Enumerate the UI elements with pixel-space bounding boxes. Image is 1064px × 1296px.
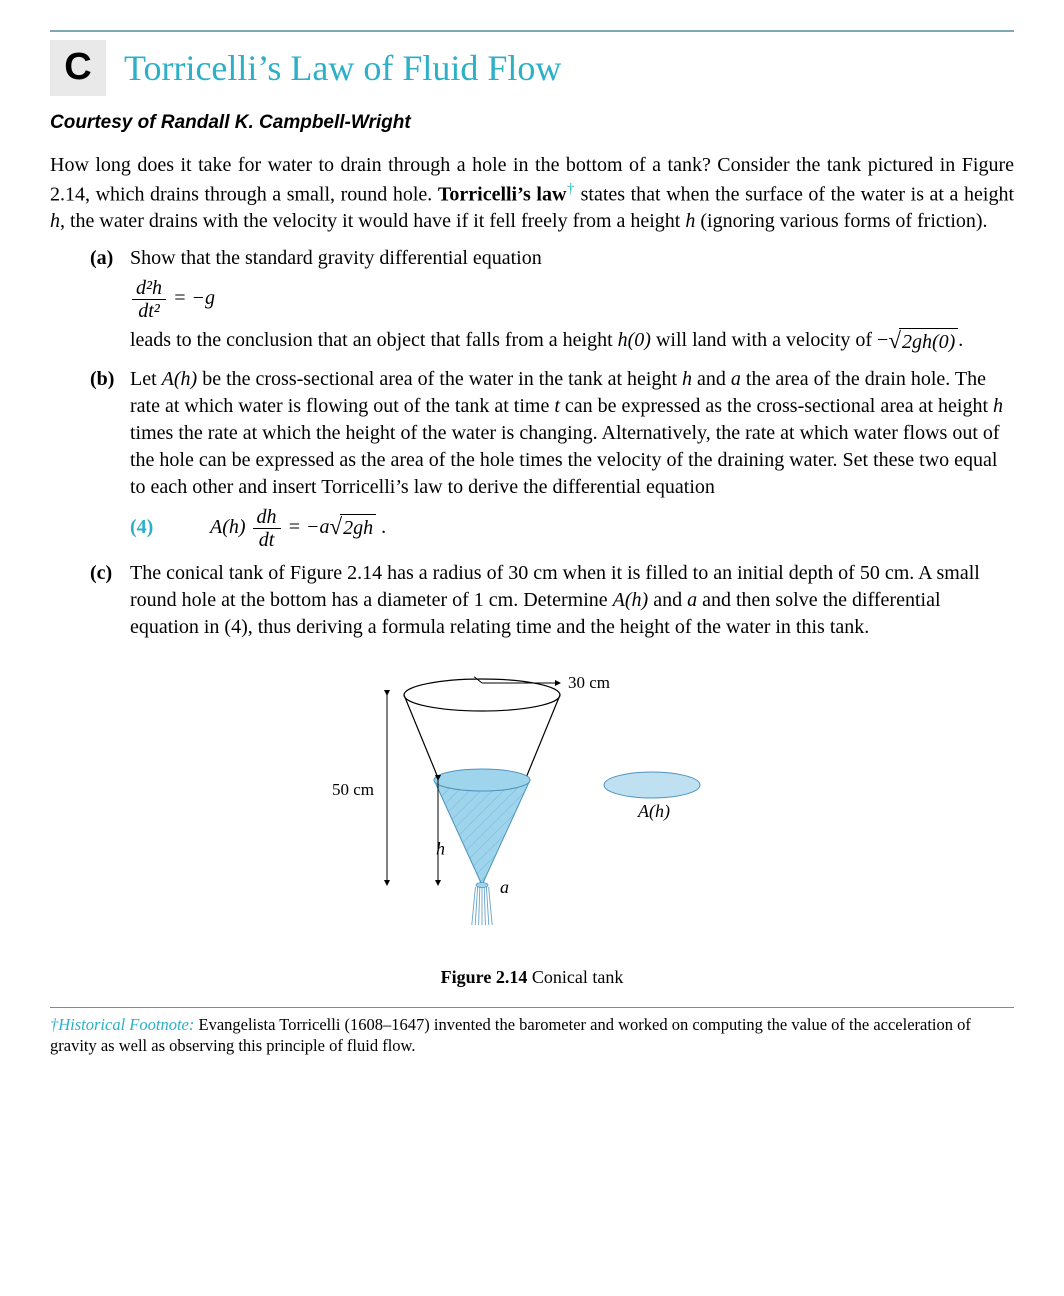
intro-text-d: (ignoring various forms of friction). — [695, 210, 987, 232]
intro-text-b: states that when the surface of the wate… — [575, 183, 1014, 205]
var-h: h — [682, 368, 692, 390]
equation-4: (4) A(h) dh dt = −a√2gh . — [130, 507, 1014, 550]
frac-den-text: dt² — [138, 300, 160, 322]
item-c: (c) The conical tank of Figure 2.14 has … — [90, 560, 1014, 641]
frac-num: d²h — [132, 278, 166, 300]
var-h: h — [50, 210, 60, 232]
footnote-mark: † — [566, 181, 575, 197]
sqrt: √2gh — [330, 514, 377, 542]
section-title: Torricelli’s Law of Fluid Flow — [124, 44, 561, 93]
section-badge: C — [50, 40, 106, 96]
equation-label: (4) — [130, 514, 180, 541]
item-a-text1: Show that the standard gravity different… — [130, 247, 542, 269]
intro-text-c: , the water drains with the velocity it … — [60, 210, 685, 232]
item-marker: (b) — [90, 366, 114, 393]
item-b: (b) Let A(h) be the cross-sectional area… — [90, 366, 1014, 550]
var-Ah: A(h) — [162, 368, 198, 390]
item-marker: (a) — [90, 245, 113, 272]
radicand-text: 2gh(0) — [902, 331, 955, 353]
footnote-dagger: † — [50, 1015, 58, 1034]
figure-caption: Figure 2.14 Conical tank — [50, 965, 1014, 989]
t: times the rate at which the height of th… — [130, 422, 1000, 498]
item-a: (a) Show that the standard gravity diffe… — [90, 245, 1014, 355]
item-a-text2a: leads to the conclusion that an object t… — [130, 329, 618, 351]
frac-num-text: d²h — [136, 277, 162, 299]
frac-den: dt² — [132, 300, 166, 321]
eq-rhs-a: = −a — [288, 516, 330, 538]
frac-num-text: dh — [257, 506, 277, 528]
svg-text:h: h — [436, 838, 445, 858]
var-Ah: A(h) — [613, 589, 649, 611]
fraction: d²h dt² — [132, 278, 166, 321]
footnote-lead: Historical Footnote: — [58, 1015, 194, 1034]
t: and — [648, 589, 687, 611]
eq-rhs: = −g — [168, 287, 215, 309]
eq-lhs: A(h) — [210, 516, 246, 538]
svg-text:A(h): A(h) — [637, 801, 670, 822]
radical-icon: √ — [330, 515, 343, 543]
frac-den: dt — [253, 529, 281, 550]
eq-rhs-text: = −g — [168, 287, 215, 309]
radicand-text: 2gh — [343, 517, 373, 539]
var-a: a — [731, 368, 741, 390]
caption-rest: Conical tank — [527, 967, 623, 987]
sqrt: √2gh(0) — [888, 328, 958, 356]
radical-icon: √ — [888, 329, 901, 357]
t: Let — [130, 368, 162, 390]
radicand: 2gh(0) — [899, 328, 958, 356]
footnote: †Historical Footnote: Evangelista Torric… — [50, 1014, 1014, 1057]
eq-tail: . — [376, 516, 386, 538]
svg-text:50 cm: 50 cm — [332, 780, 374, 799]
frac-num: dh — [253, 507, 281, 529]
intro-paragraph: How long does it take for water to drain… — [50, 152, 1014, 236]
item-c-text: The conical tank of Figure 2.14 has a ra… — [130, 562, 980, 638]
problem-list: (a) Show that the standard gravity diffe… — [90, 245, 1014, 640]
t: can be expressed as the cross-sectional … — [560, 395, 993, 417]
footnote-rule — [50, 1007, 1014, 1008]
item-b-text: Let A(h) be the cross-sectional area of … — [130, 368, 1003, 498]
section-header: C Torricelli’s Law of Fluid Flow — [50, 40, 1014, 96]
top-rule — [50, 30, 1014, 32]
item-a-text2c: . — [958, 329, 963, 351]
figure-wrap: 30 cm A(h) 50 cm h a — [50, 655, 1014, 955]
figure-diagram: 30 cm A(h) 50 cm h a — [322, 655, 742, 955]
caption-bold: Figure 2.14 — [441, 967, 528, 987]
intro-bold: Torricelli’s law — [438, 183, 567, 205]
var-h: h — [993, 395, 1003, 417]
item-a-text2b: will land with a velocity of − — [651, 329, 888, 351]
var-h0: h(0) — [618, 329, 651, 351]
equation-gravity: d²h dt² = −g — [130, 278, 1014, 321]
var-a: a — [687, 589, 697, 611]
var-h: h — [685, 210, 695, 232]
item-marker: (c) — [90, 560, 112, 587]
t: be the cross-sectional area of the water… — [197, 368, 682, 390]
svg-text:a: a — [500, 877, 509, 897]
courtesy-line: Courtesy of Randall K. Campbell-Wright — [50, 110, 1014, 136]
svg-text:30 cm: 30 cm — [568, 673, 610, 692]
frac-den-text: dt — [259, 529, 275, 551]
fraction: dh dt — [253, 507, 281, 550]
radicand: 2gh — [340, 514, 376, 542]
t: and — [692, 368, 731, 390]
